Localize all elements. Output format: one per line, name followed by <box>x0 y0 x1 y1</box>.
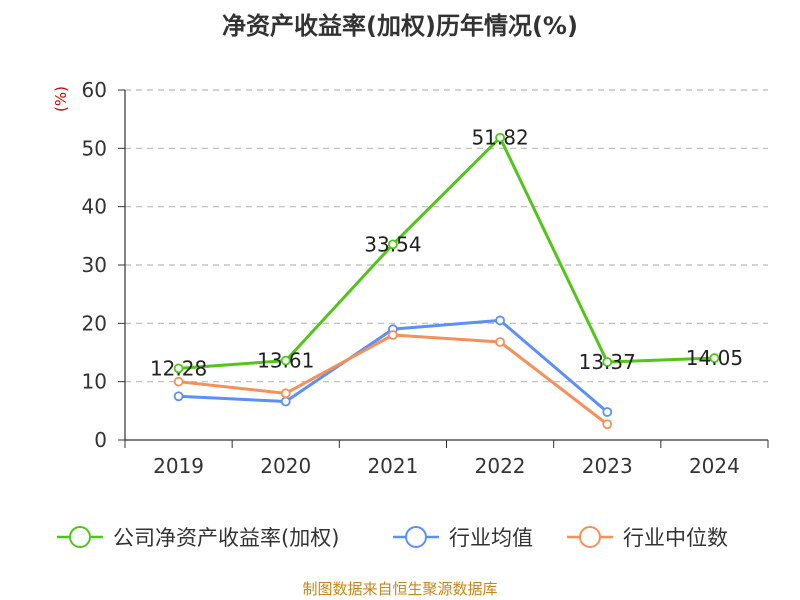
legend-label: 行业中位数 <box>623 526 728 550</box>
data-point <box>495 337 505 347</box>
x-tick-label: 2020 <box>260 454 311 478</box>
legend-swatch-marker <box>579 526 601 548</box>
x-tick-label: 2024 <box>689 454 740 478</box>
y-tick-label: 30 <box>82 253 107 277</box>
data-point <box>602 357 613 367</box>
data-point <box>173 363 184 374</box>
data-label: 33.54 <box>364 232 421 256</box>
y-tick-label: 40 <box>82 195 107 219</box>
legend-swatch-marker <box>69 526 91 548</box>
y-tick-label: 20 <box>82 311 107 335</box>
data-point <box>495 132 505 143</box>
data-point <box>388 239 398 250</box>
y-tick-label: 60 <box>82 78 107 102</box>
data-point <box>173 376 184 387</box>
data-point <box>280 396 291 407</box>
data-point <box>280 388 291 399</box>
chart-title: 净资产收益率(加权)历年情况(%) <box>222 12 578 40</box>
legend-label: 行业均值 <box>449 526 533 550</box>
data-point <box>709 353 720 363</box>
data-point <box>495 315 505 326</box>
data-label: 12.28 <box>150 356 207 380</box>
series-line <box>178 333 609 426</box>
series-line <box>178 136 715 370</box>
x-tick-label: 2021 <box>367 454 418 478</box>
data-point <box>280 355 291 366</box>
y-tick-label: 10 <box>82 370 107 394</box>
data-point <box>388 330 398 340</box>
data-label: 51.82 <box>471 126 528 150</box>
legend-swatch-marker <box>405 526 427 548</box>
x-tick-label: 2022 <box>475 454 526 478</box>
data-label: 13.37 <box>579 350 636 374</box>
data-point <box>173 391 184 402</box>
x-tick-label: 2019 <box>153 454 204 478</box>
legend-label: 公司净资产收益率(加权) <box>113 526 339 550</box>
data-label: 14.05 <box>686 346 743 370</box>
y-tick-label: 50 <box>82 136 107 160</box>
data-point <box>602 407 613 417</box>
x-tick-label: 2023 <box>582 454 633 478</box>
data-point <box>602 419 613 430</box>
source-note: 制图数据来自恒生聚源数据库 <box>302 580 498 598</box>
y-tick-label: 0 <box>94 428 107 452</box>
data-label: 13.61 <box>257 349 314 373</box>
